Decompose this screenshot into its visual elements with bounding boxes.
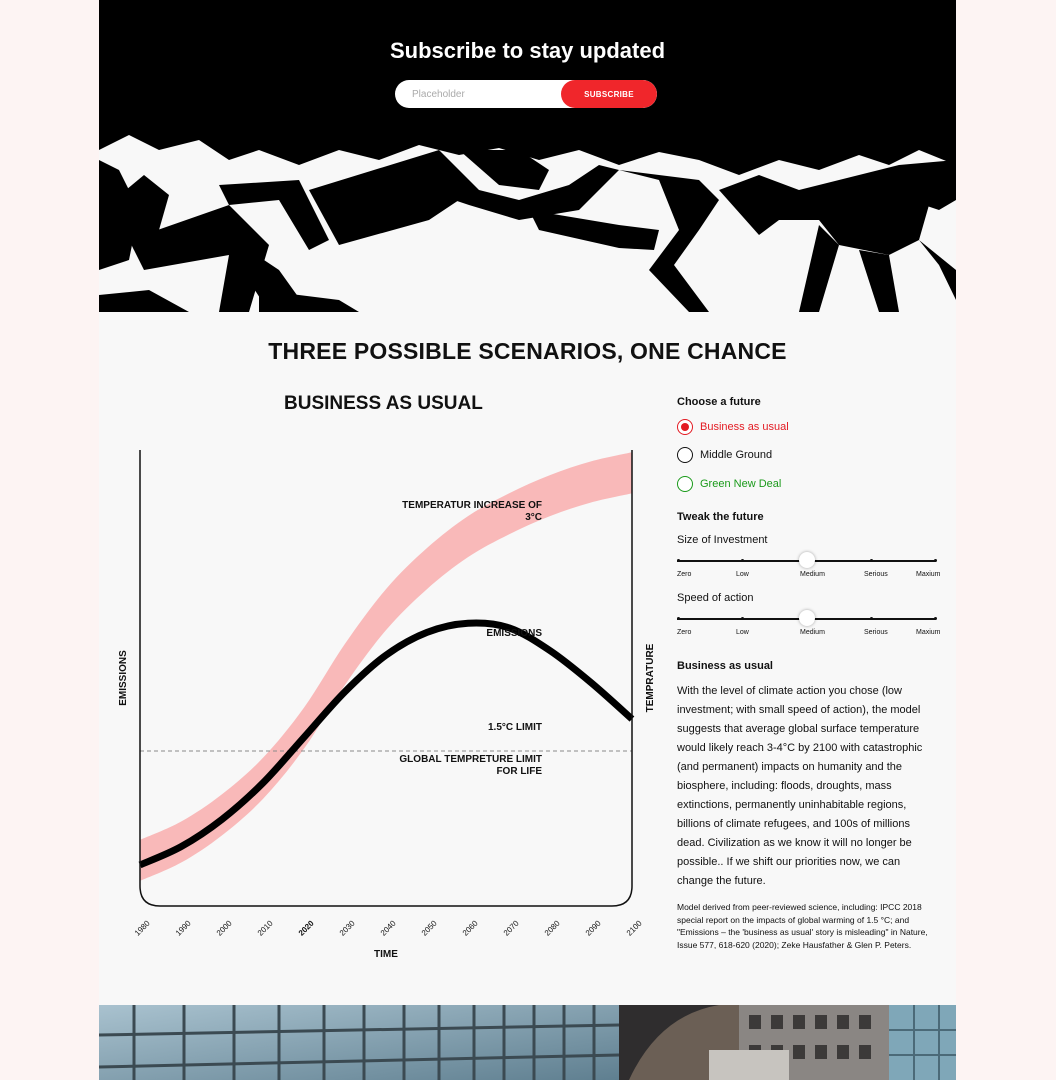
slider-tick-label: Maxium — [916, 571, 941, 578]
slider-tick-label: Serious — [864, 629, 888, 636]
slider-tick — [934, 559, 937, 562]
radio-label: Business as usual — [700, 421, 789, 433]
slider-tick — [677, 617, 680, 620]
x-tick-label: 2060 — [461, 918, 480, 937]
slider-tick — [934, 617, 937, 620]
radio-middle-ground[interactable]: Middle Ground — [677, 445, 772, 465]
radio-business-as-usual[interactable]: Business as usual — [677, 417, 789, 437]
chart-title: BUSINESS AS USUAL — [284, 393, 483, 414]
slider-thumb[interactable] — [799, 610, 815, 626]
slider-tick-label: Medium — [800, 629, 825, 636]
slider-tick-label: Zero — [677, 571, 692, 578]
radio-circle-icon — [677, 447, 693, 463]
radio-green-new-deal[interactable]: Green New Deal — [677, 474, 781, 494]
choose-future-heading: Choose a future — [677, 396, 761, 408]
slider-tick — [870, 617, 873, 620]
radio-circle-icon — [677, 476, 693, 492]
slider-tick — [741, 559, 744, 562]
y-axis-label-emissions: EMISSIONS — [118, 650, 129, 706]
slider-tick — [741, 617, 744, 620]
subscribe-hero: Subscribe to stay updated SUBSCRIBE — [99, 0, 956, 312]
limit-label: 1.5°C LIMIT — [488, 722, 542, 733]
slider-tick — [870, 559, 873, 562]
x-tick-label: 1990 — [174, 918, 193, 937]
cracked-pattern-graphic — [99, 0, 956, 312]
slider-tick-label: Maxium — [916, 629, 941, 636]
emissions-label: EMISSIONS — [486, 628, 542, 639]
speed-slider[interactable]: Zero Low Medium Serious Maxium — [677, 610, 941, 641]
x-tick-label: 1980 — [133, 918, 152, 937]
x-tick-label: 2010 — [256, 918, 275, 937]
x-tick-label: 2050 — [420, 918, 439, 937]
page: Subscribe to stay updated SUBSCRIBE THRE… — [99, 0, 956, 1080]
scenario-description-title: Business as usual — [677, 660, 773, 672]
global-limit-label: FOR LIFE — [496, 766, 542, 777]
temperature-band — [140, 452, 632, 881]
investment-slider[interactable]: Zero Low Medium Serious Maxium — [677, 552, 941, 583]
speed-slider-label: Speed of action — [677, 592, 754, 604]
email-input[interactable] — [395, 80, 565, 108]
section-title: THREE POSSIBLE SCENARIOS, ONE CHANCE — [268, 338, 787, 364]
subscribe-form: SUBSCRIBE — [395, 80, 657, 108]
city-buildings-photo — [99, 1005, 956, 1080]
x-tick-label: 2080 — [543, 918, 562, 937]
emissions-line — [138, 619, 635, 869]
tweak-future-heading: Tweak the future — [677, 511, 764, 523]
x-tick-label: 2040 — [379, 918, 398, 937]
x-tick-label: 2070 — [502, 918, 521, 937]
temp-increase-label: TEMPERATUR INCREASE OF — [402, 500, 542, 511]
x-tick-label: 2020 — [297, 918, 316, 937]
x-tick-label: 2090 — [584, 918, 603, 937]
slider-tick-label: Low — [736, 629, 749, 636]
scenario-chart: TEMPERATUR INCREASE OF3°C EMISSIONS 1.5°C … — [118, 450, 656, 960]
chart-frame — [139, 450, 633, 907]
x-tick-label: 2030 — [338, 918, 357, 937]
scenario-description: With the level of climate action you cho… — [677, 685, 923, 887]
x-tick-label: 2000 — [215, 918, 234, 937]
y-axis-label-temperature: TEMPRATURE — [645, 643, 656, 712]
investment-slider-label: Size of Investment — [677, 534, 768, 546]
slider-tick-label: Low — [736, 571, 749, 578]
slider-tick-label: Medium — [800, 571, 825, 578]
slider-tick — [677, 559, 680, 562]
slider-thumb[interactable] — [799, 552, 815, 568]
slider-tick-label: Serious — [864, 571, 888, 578]
radio-label: Middle Ground — [700, 449, 773, 461]
subscribe-title: Subscribe to stay updated — [389, 38, 666, 63]
subscribe-button[interactable]: SUBSCRIBE — [561, 80, 657, 108]
x-axis-label: TIME — [374, 949, 398, 960]
radio-label: Green New Deal — [700, 478, 782, 490]
global-limit-label: GLOBAL TEMPRETURE LIMIT — [399, 754, 542, 765]
slider-tick-label: Zero — [677, 629, 692, 636]
model-source-note: Model derived from peer-reviewed science… — [677, 902, 928, 950]
x-tick-label: 2100 — [625, 918, 644, 937]
temp-increase-label: 3°C — [525, 512, 542, 523]
radio-selected-icon — [677, 419, 693, 435]
